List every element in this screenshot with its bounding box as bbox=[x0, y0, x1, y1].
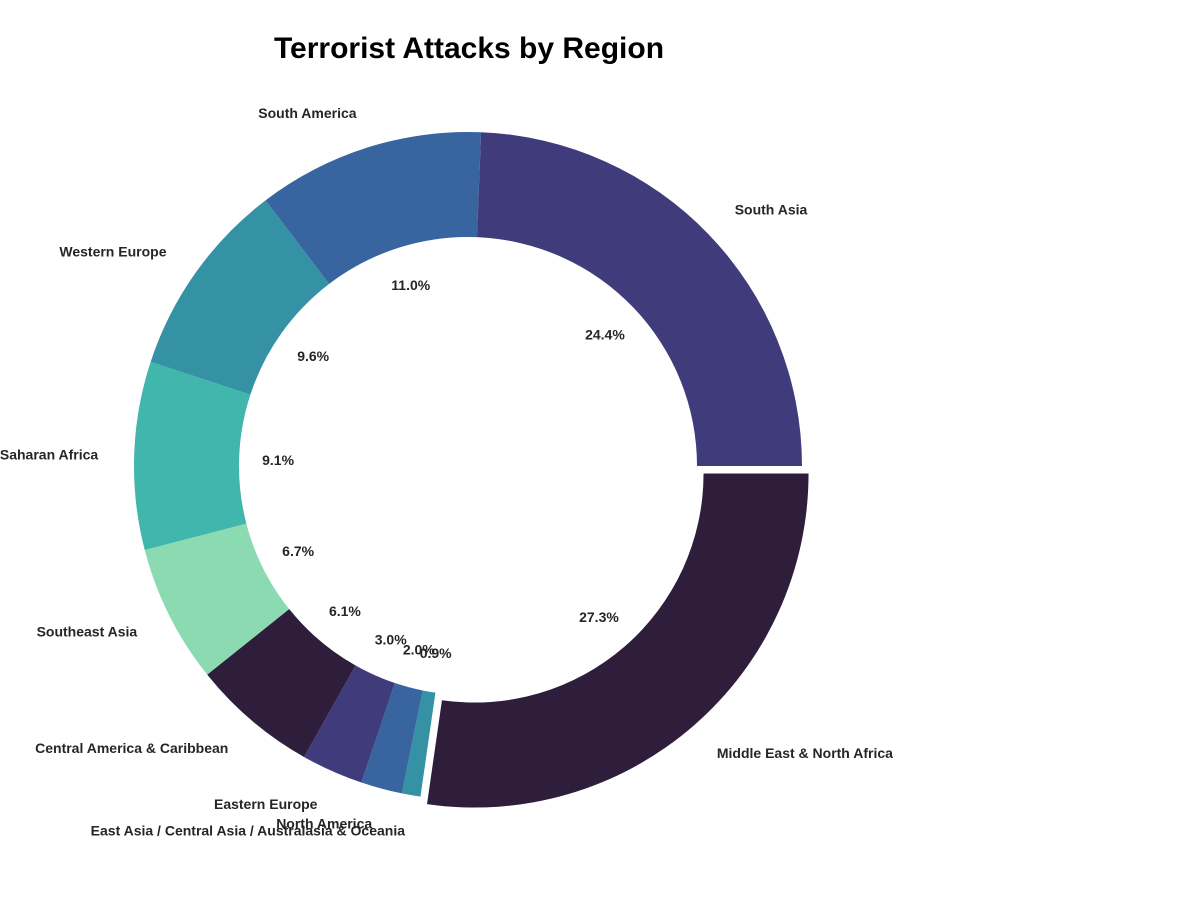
label-south-asia: South Asia bbox=[735, 202, 808, 218]
label-eastern-europe: Eastern Europe bbox=[214, 796, 318, 812]
donut-slices bbox=[134, 132, 809, 808]
label-southeast-asia: Southeast Asia bbox=[37, 624, 138, 640]
slice-sub-saharan-africa bbox=[134, 361, 251, 550]
label-east-asia-central-asia-australasia-oceania: East Asia / Central Asia / Australasia &… bbox=[91, 823, 406, 839]
pct-east-asia-central-asia-australasia-oceania: 0.9% bbox=[420, 645, 452, 661]
label-south-america: South America bbox=[258, 105, 356, 121]
slice-western-europe bbox=[150, 200, 330, 395]
pct-southeast-asia: 6.7% bbox=[282, 543, 314, 559]
pct-middle-east-north-africa: 27.3% bbox=[579, 609, 619, 625]
pct-south-asia: 24.4% bbox=[585, 326, 625, 342]
pct-sub-saharan-africa: 9.1% bbox=[262, 452, 294, 468]
category-labels: Middle East & North Africa East Asia / Ce… bbox=[0, 105, 893, 838]
pct-eastern-europe: 3.0% bbox=[375, 632, 407, 648]
label-central-america-caribbean: Central America & Caribbean bbox=[35, 740, 228, 756]
slice-east-asia-central-asia-australasia-oceania bbox=[401, 690, 436, 797]
slice-southeast-asia bbox=[144, 523, 290, 675]
chart-title: Terrorist Attacks by Region bbox=[274, 32, 664, 65]
label-sub-saharan-africa: Sub-Saharan Africa bbox=[0, 446, 98, 462]
pct-western-europe: 9.6% bbox=[297, 348, 329, 364]
pct-north-america: 2.0% bbox=[403, 642, 435, 658]
label-western-europe: Western Europe bbox=[59, 244, 166, 260]
slice-middle-east-north-africa bbox=[427, 473, 809, 808]
slice-central-america-caribbean bbox=[207, 609, 356, 757]
slice-eastern-europe bbox=[304, 665, 395, 783]
label-middle-east-north-africa: Middle East & North Africa bbox=[717, 745, 893, 761]
slice-north-america bbox=[361, 683, 423, 794]
label-north-america: North America bbox=[276, 815, 372, 831]
slice-south-asia bbox=[476, 132, 802, 466]
pct-south-america: 11.0% bbox=[391, 277, 430, 293]
percent-labels: 27.3% 0.9%2.0%3.0% 6.1% 6.7% 9.1% 9.6% 11.0% 24… bbox=[262, 277, 625, 661]
pct-central-america-caribbean: 6.1% bbox=[329, 603, 361, 619]
slice-south-america bbox=[265, 132, 482, 284]
